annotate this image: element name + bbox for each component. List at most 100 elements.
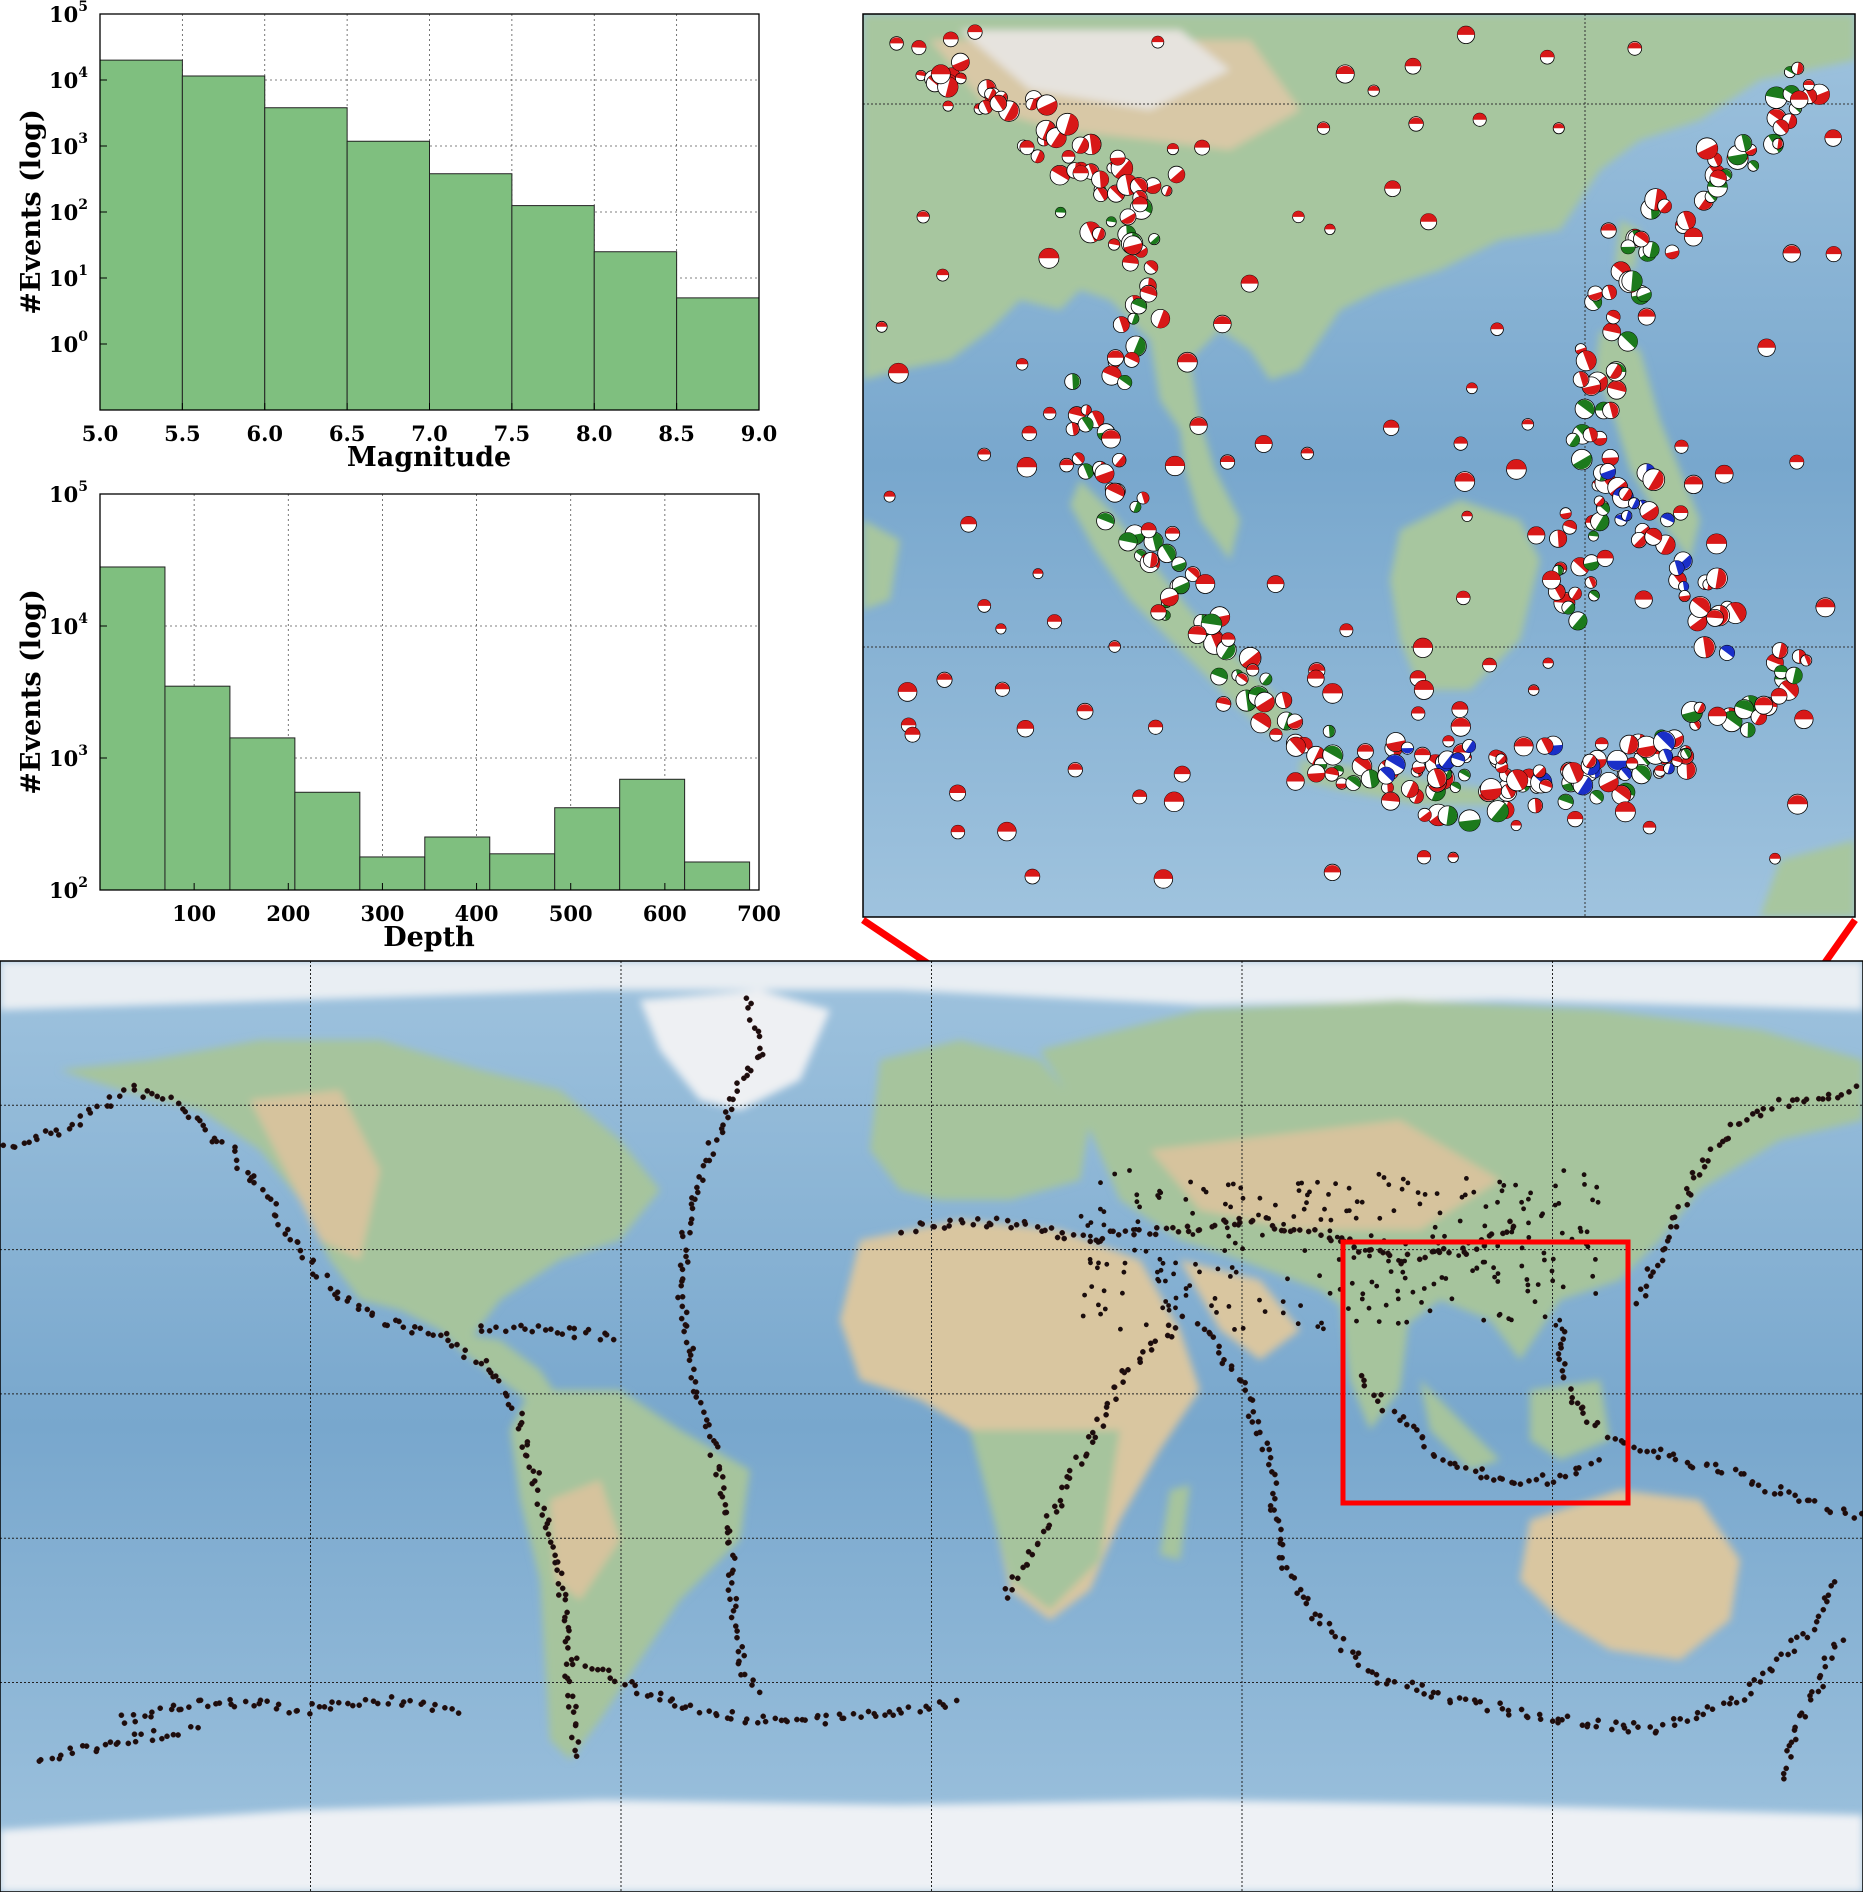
event-dot — [1791, 1648, 1798, 1655]
event-dot — [1039, 1228, 1045, 1235]
event-dot — [1358, 1372, 1365, 1379]
event-dot — [138, 1731, 144, 1738]
focal-mechanism-lobe — [1325, 767, 1339, 776]
event-dot — [1078, 1213, 1084, 1219]
event-dot — [1594, 1184, 1600, 1190]
event-dot — [384, 1322, 391, 1329]
focal-mechanism-lobe — [1482, 658, 1497, 666]
focal-mechanism-lobe — [1307, 670, 1325, 679]
focal-mechanism-lobe — [1384, 180, 1401, 189]
focal-mechanism-lobe — [1099, 170, 1109, 188]
event-dot — [523, 1452, 530, 1459]
event-dot — [541, 1505, 548, 1512]
event-dot — [1796, 1712, 1803, 1719]
focal-mechanism-lobe — [1720, 645, 1735, 658]
event-dot — [400, 1699, 407, 1705]
depth-bar — [554, 807, 621, 891]
event-dot — [407, 1697, 413, 1704]
event-dot — [1427, 1308, 1433, 1314]
event-dot — [713, 1471, 719, 1478]
focal-mechanism-lobe — [911, 40, 927, 48]
focal-mechanism-lobe — [995, 682, 1010, 690]
event-dot — [558, 1570, 565, 1577]
focal-mechanism-lobe — [1522, 419, 1534, 425]
event-dot — [1226, 1233, 1232, 1239]
event-dot — [1110, 1228, 1116, 1235]
depth-bar — [619, 778, 686, 891]
event-dot — [1822, 1663, 1829, 1670]
event-dot — [570, 1709, 577, 1715]
event-dot — [149, 1709, 155, 1716]
event-dot — [1561, 1168, 1567, 1173]
event-dot — [478, 1323, 484, 1329]
focal-mechanism-lobe — [1106, 483, 1125, 497]
event-dot — [478, 1328, 485, 1334]
focal-mechanism-lobe — [1132, 196, 1148, 205]
event-dot — [448, 1343, 455, 1349]
event-dot — [187, 1723, 194, 1730]
focal-mechanism-lobe — [1450, 782, 1461, 790]
event-dot — [534, 1487, 541, 1494]
focal-mechanism-lobe — [1771, 688, 1787, 697]
focal-mechanism-lobe — [1571, 588, 1582, 600]
event-dot — [519, 1410, 525, 1417]
event-dot — [562, 1673, 568, 1680]
event-dot — [1687, 1192, 1694, 1198]
event-dot — [886, 1709, 893, 1715]
focal-mechanism-lobe — [1029, 98, 1038, 110]
event-dot — [1784, 1747, 1790, 1754]
event-dot — [1846, 1089, 1852, 1095]
depth-bar — [359, 856, 426, 891]
event-dot — [1499, 1188, 1505, 1194]
event-dot — [648, 1692, 654, 1698]
event-dot — [1240, 1325, 1246, 1331]
event-dot — [1840, 1637, 1847, 1644]
event-dot — [1559, 1367, 1566, 1374]
focal-mechanism-lobe — [1600, 777, 1619, 792]
event-dot — [1386, 1182, 1392, 1188]
event-dot — [1083, 1453, 1089, 1459]
event-dot — [1278, 1526, 1284, 1533]
event-dot — [526, 1464, 533, 1471]
event-dot — [562, 1638, 569, 1645]
event-dot — [917, 1220, 924, 1226]
focal-mechanism-lobe — [1164, 792, 1184, 802]
event-dot — [432, 1701, 438, 1708]
event-dot — [1775, 1096, 1782, 1103]
event-dot — [1584, 1721, 1591, 1728]
event-dot — [1321, 1326, 1326, 1332]
event-dot — [1350, 1649, 1356, 1655]
event-dot — [487, 1369, 494, 1376]
event-dot — [1526, 1478, 1532, 1484]
event-dot — [1821, 1655, 1828, 1662]
focal-mechanism-lobe — [1628, 42, 1642, 49]
event-dot — [1759, 1670, 1766, 1677]
focal-mechanism-lobe — [1607, 760, 1628, 771]
event-dot — [1637, 1286, 1644, 1293]
event-dot — [1113, 1396, 1119, 1403]
event-dot — [569, 1693, 576, 1700]
event-dot — [1242, 1387, 1249, 1394]
event-dot — [1351, 1244, 1357, 1250]
event-dot — [700, 1177, 706, 1184]
focal-mechanism-lobe — [1410, 670, 1426, 679]
event-dot — [1642, 1292, 1649, 1299]
magnitude-bar — [346, 140, 430, 411]
event-dot — [713, 1712, 720, 1719]
event-dot — [568, 1656, 575, 1663]
event-dot — [539, 1512, 546, 1518]
focal-mechanism-lobe — [1679, 595, 1691, 602]
event-dot — [555, 1592, 562, 1598]
x-tick-label: 7.5 — [494, 421, 531, 446]
event-dot — [1197, 1269, 1202, 1275]
event-dot — [1022, 1221, 1029, 1227]
event-dot — [1266, 1446, 1273, 1453]
event-dot — [1373, 1671, 1380, 1678]
event-dot — [1215, 1266, 1221, 1272]
event-dot — [284, 1226, 291, 1233]
focal-mechanism-lobe — [1140, 286, 1157, 297]
event-dot — [1788, 1754, 1794, 1760]
event-dot — [1163, 1299, 1169, 1304]
event-dot — [1045, 1525, 1052, 1531]
event-dot — [735, 1648, 742, 1655]
